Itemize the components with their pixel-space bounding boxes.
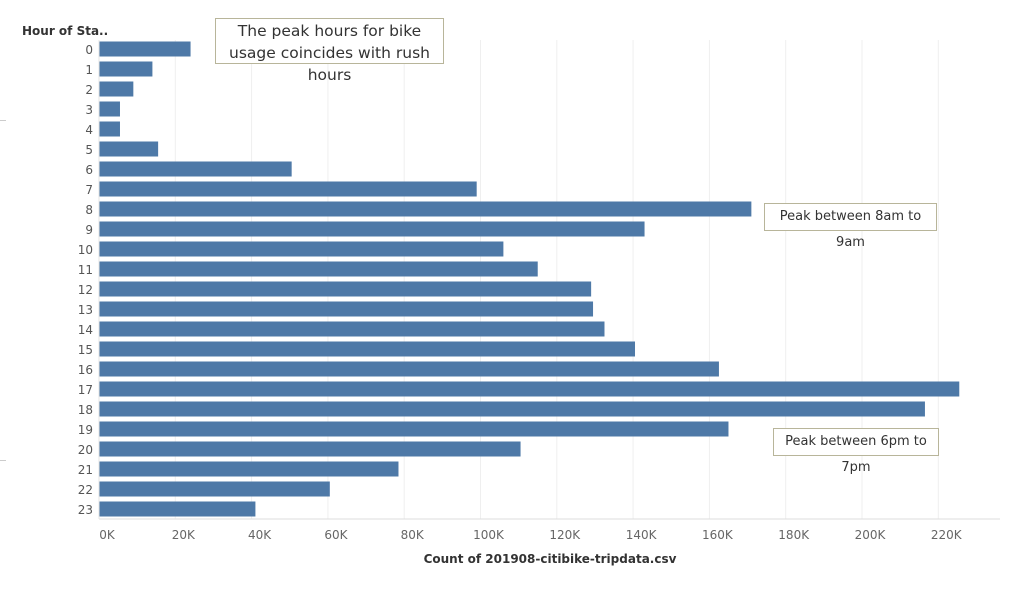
x-tick-label: 220K [931,528,963,542]
x-tick-label: 100K [473,528,505,542]
x-tick-label: 60K [324,528,348,542]
category-label: 8 [85,203,93,217]
category-label: 2 [85,83,93,97]
bar-hour-2[interactable] [99,81,134,97]
bar-hour-5[interactable] [99,141,159,157]
bar-hour-4[interactable] [99,121,120,137]
title-text: The peak hours for bike usage coincides … [229,22,430,84]
annotation-evening-peak: Peak between 6pm to 7pm [773,428,939,475]
bar-hour-19[interactable] [99,421,729,437]
bar-hour-10[interactable] [99,241,504,257]
bar-hour-14[interactable] [99,321,605,337]
bar-hour-22[interactable] [99,481,330,497]
category-label: 5 [85,143,93,157]
category-label: 21 [78,463,93,477]
x-tick-label: 120K [549,528,581,542]
category-label: 6 [85,163,93,177]
bar-hour-11[interactable] [99,261,538,277]
bar-hour-3[interactable] [99,101,120,117]
x-tick-label: 0K [99,528,116,542]
x-tick-label: 180K [778,528,810,542]
bar-hour-0[interactable] [99,41,191,57]
bar-hour-16[interactable] [99,361,719,377]
category-label: 10 [78,243,93,257]
edge-tick [0,120,6,121]
category-label: 9 [85,223,93,237]
bar-hour-12[interactable] [99,281,592,297]
bar-hour-23[interactable] [99,501,256,517]
category-label: 13 [78,303,93,317]
category-label: 11 [78,263,93,277]
x-tick-label: 200K [855,528,887,542]
bar-hour-18[interactable] [99,401,925,417]
annotation-text: Peak between 8am to 9am [779,209,922,250]
x-tick-label: 160K [702,528,734,542]
title-box: The peak hours for bike usage coincides … [215,18,444,84]
category-label: 16 [78,363,93,377]
bar-hour-13[interactable] [99,301,594,317]
annotation-morning-peak: Peak between 8am to 9am [764,203,937,250]
category-label: 18 [78,403,93,417]
bar-hour-17[interactable] [99,381,960,397]
row-header: Hour of Sta.. [22,24,108,38]
bar-hour-9[interactable] [99,221,645,237]
edge-tick [0,460,6,461]
bar-hour-21[interactable] [99,461,399,477]
category-label: 12 [78,283,93,297]
bar-hour-6[interactable] [99,161,292,177]
category-label: 19 [78,423,93,437]
category-label: 7 [85,183,93,197]
bars [99,41,960,517]
bar-hour-8[interactable] [99,201,752,217]
category-label: 23 [78,503,93,517]
x-tick-label: 40K [248,528,272,542]
category-label: 17 [78,383,93,397]
x-tick-label: 80K [401,528,425,542]
bar-hour-7[interactable] [99,181,477,197]
bar-hour-1[interactable] [99,61,153,77]
annotation-text: Peak between 6pm to 7pm [785,434,927,475]
x-axis-ticks: 0K 20K 40K 60K 80K 100K 120K 140K 160K 180K 200K 22… [99,528,963,542]
category-label: 22 [78,483,93,497]
category-label: 4 [85,123,93,137]
category-label: 20 [78,443,93,457]
x-tick-label: 20K [172,528,196,542]
category-label: 3 [85,103,93,117]
category-label: 1 [85,63,93,77]
x-tick-label: 140K [626,528,658,542]
category-label: 15 [78,343,93,357]
category-label: 0 [85,43,93,57]
x-axis-title: Count of 201908-citibike-tripdata.csv [424,552,677,566]
category-label: 14 [78,323,93,337]
bar-hour-15[interactable] [99,341,636,357]
bar-hour-20[interactable] [99,441,521,457]
